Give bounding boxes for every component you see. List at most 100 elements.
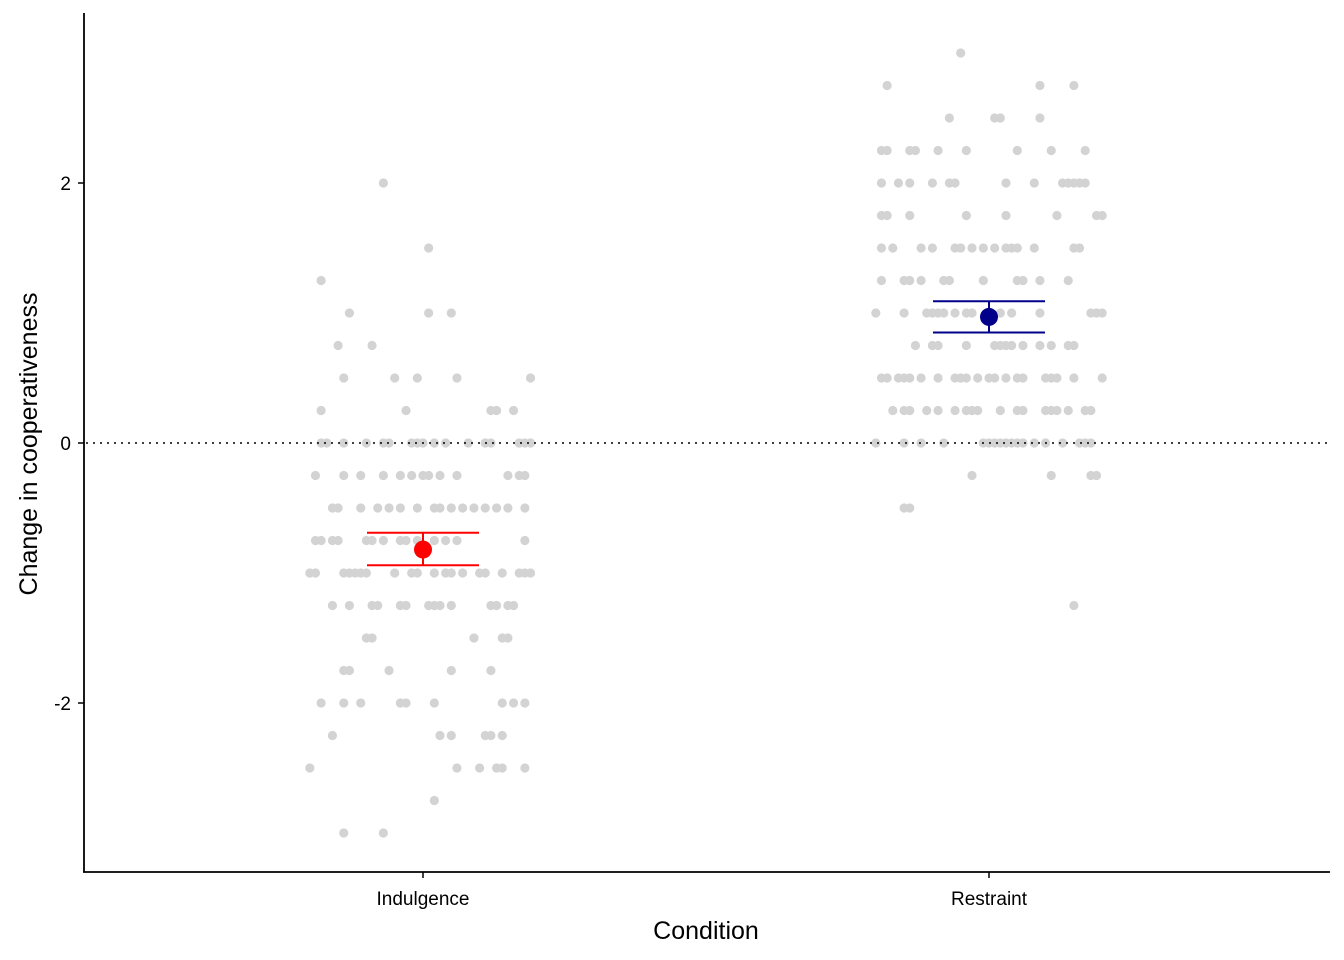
data-point [1052,373,1062,383]
data-point [520,470,530,481]
data-point [508,698,519,708]
data-point [441,535,451,546]
data-point [508,600,519,611]
data-point [339,698,349,708]
data-point [1052,210,1062,221]
data-point [458,568,468,578]
data-point [1052,405,1062,416]
data-point [367,633,377,643]
data-point [950,178,960,188]
data-point [905,503,915,513]
data-point [967,470,977,481]
x-tick-label: Indulgence [377,889,470,910]
data-point [899,308,909,318]
data-point [905,210,915,221]
data-point [435,600,445,611]
data-point [367,340,377,351]
data-point [475,763,485,773]
data-point [333,503,343,513]
data-point [1057,438,1068,448]
data-point [888,243,898,253]
data-point [899,438,909,448]
data-point [1069,80,1079,91]
data-point [452,763,462,773]
data-point [344,600,355,611]
data-point [390,373,400,383]
data-point [910,340,921,351]
data-point [1035,340,1045,351]
data-point [424,243,434,253]
data-point [395,503,405,513]
data-points [305,48,1107,838]
data-point [446,665,456,676]
data-point [305,763,315,773]
data-point [429,438,439,448]
data-point [961,145,971,156]
data-point [882,373,892,383]
data-point [1029,178,1039,188]
data-point [1012,243,1022,253]
data-point [1001,178,1011,188]
data-point [310,470,321,481]
data-point [990,373,1000,383]
data-point [525,568,536,578]
data-point [944,275,954,286]
data-point [497,568,507,578]
data-point [916,275,926,286]
data-point [1046,145,1056,156]
data-point [1029,243,1039,253]
data-point [446,503,456,513]
x-tick-label: Restraint [951,889,1028,910]
data-point [424,308,434,318]
data-point [1074,243,1085,253]
data-point [491,503,502,513]
data-point [395,470,405,481]
data-point [1018,275,1028,286]
data-point [497,763,507,773]
data-point [322,438,332,448]
data-point [1080,145,1090,156]
data-point [469,503,479,513]
data-point [933,145,943,156]
data-point [503,470,513,481]
data-point [1086,438,1096,448]
data-point [407,470,417,481]
y-axis-ticks: -2 0 2 [54,174,84,715]
data-point [503,633,513,643]
data-point [458,503,468,513]
data-point [950,308,960,318]
data-point [1007,340,1017,351]
data-point [1097,308,1107,318]
data-point [446,600,456,611]
y-tick-label: -2 [54,694,71,715]
data-point [378,470,388,481]
data-point [384,665,394,676]
data-point [916,243,926,253]
data-point [520,763,530,773]
data-point [412,373,422,383]
data-point [316,405,326,416]
data-point [927,178,938,188]
data-point [950,405,960,416]
data-point [1007,308,1017,318]
data-point [401,405,411,416]
data-point [480,568,490,578]
data-point [1097,210,1107,221]
data-point [1046,470,1056,481]
data-point [876,178,887,188]
data-point [967,243,977,253]
data-point [316,275,326,286]
data-point [339,828,349,838]
data-point [401,698,411,708]
data-point [356,698,366,708]
data-point [1035,308,1045,318]
data-point [905,405,915,416]
data-point [356,503,366,513]
data-point [1063,275,1073,286]
data-point [1018,438,1028,448]
data-point [995,405,1005,416]
data-point [978,243,988,253]
data-point [520,503,530,513]
y-tick-label: 2 [60,174,71,195]
data-point [520,535,530,546]
